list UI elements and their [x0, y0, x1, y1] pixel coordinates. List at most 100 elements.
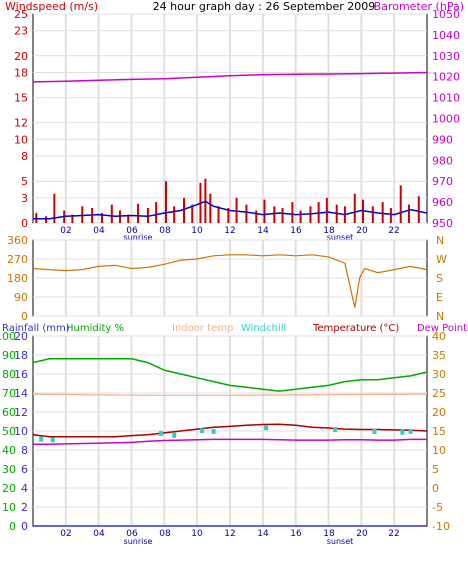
windchill-point	[50, 437, 55, 443]
windspeed-bar	[191, 204, 194, 223]
windspeed-tick-label: 8	[21, 150, 28, 163]
windspeed-tick-label: 5	[21, 175, 28, 188]
sunset-label: sunset	[327, 537, 354, 546]
humidity-tick-label: 50	[2, 425, 16, 438]
x-tick-label: 16	[290, 226, 302, 236]
windspeed-bar	[183, 197, 186, 223]
rainfall-tick-label: 18	[14, 349, 28, 362]
humidity-legend: Humidity %	[66, 323, 124, 334]
windspeed-bar	[273, 206, 276, 223]
temperature-tick-label: 30	[432, 368, 446, 381]
rainfall-tick-label: 16	[14, 368, 28, 381]
x-tick-label: 18	[323, 226, 335, 236]
rainfall-tick-label: 12	[14, 406, 28, 419]
windspeed-bar	[110, 204, 113, 223]
x-tick-label: 02	[60, 529, 71, 539]
humidity-tick-label: 80	[2, 368, 16, 381]
compass-tick-label: N	[436, 234, 444, 247]
barometer-line	[32, 71, 428, 83]
compass-tick-label: W	[436, 253, 447, 266]
rainfall-tick-label: 10	[14, 425, 28, 438]
windspeed-bar	[155, 202, 158, 223]
humidity-tick-label: 100	[0, 330, 16, 343]
direction-tick-label: 180	[7, 272, 28, 285]
sunrise-label: sunrise	[124, 233, 153, 242]
compass-tick-label: N	[436, 310, 444, 323]
barometer-tick-label: 980	[432, 154, 453, 167]
temperature-legend: Temperature (°C)	[312, 323, 399, 334]
indoor-temp-legend: Indoor temp	[172, 323, 233, 334]
indoor-temp-line	[32, 393, 428, 396]
windspeed-tick-label: 20	[14, 50, 28, 63]
windspeed-bar	[137, 203, 140, 223]
windspeed-bar	[417, 196, 420, 223]
windchill-point	[39, 436, 44, 442]
windspeed-bar	[399, 185, 402, 223]
rainfall-legend: Rainfall (mm)	[2, 323, 70, 334]
windspeed-bar	[353, 193, 356, 223]
x-tick-label: 14	[257, 529, 269, 539]
windspeed-bar	[45, 216, 48, 223]
barometer-tick-label: 970	[432, 175, 453, 188]
temperature-tick-label: 10	[432, 444, 446, 457]
humidity-tick-label: 40	[2, 444, 16, 457]
temperature-tick-label: 40	[432, 330, 446, 343]
temperature-tick-label: 5	[432, 463, 439, 476]
x-tick-label: 04	[93, 529, 105, 539]
windchill-point	[264, 425, 269, 431]
windchill-point	[400, 429, 405, 435]
data-series	[32, 71, 428, 527]
windspeed-bar	[100, 212, 103, 223]
barometer-tick-label: 1000	[432, 113, 460, 126]
humidity-tick-label: 0	[9, 520, 16, 533]
windchill-point	[159, 430, 164, 436]
x-tick-label: 12	[224, 529, 235, 539]
x-tick-label: 02	[60, 226, 71, 236]
x-tick-label: 22	[388, 226, 399, 236]
x-tick-label: 08	[159, 529, 171, 539]
wind-x-axis: 02 04 06 08 10 12 14 16 18 20 22 sunrise…	[60, 226, 399, 242]
windspeed-bar	[299, 210, 302, 223]
direction-tick-label: 360	[7, 234, 28, 247]
windspeed-tick-label: 12	[14, 117, 28, 130]
x-tick-label: 20	[356, 529, 368, 539]
windspeed-bar	[381, 202, 384, 223]
direction-tick-label: 270	[7, 253, 28, 266]
x-tick-label: 04	[93, 226, 105, 236]
sunrise-label: sunrise	[124, 537, 153, 546]
humidity-tick-label: 70	[2, 387, 16, 400]
windspeed-bar	[325, 197, 328, 223]
barometer-tick-label: 1010	[432, 92, 460, 105]
x-tick-label: 10	[191, 226, 203, 236]
rainfall-tick-label: 4	[21, 482, 28, 495]
sunset-label: sunset	[327, 233, 354, 242]
windspeed-bar	[209, 193, 212, 223]
rainfall-tick-label: 6	[21, 463, 28, 476]
x-tick-label: 08	[159, 226, 171, 236]
windspeed-bar	[164, 181, 167, 223]
windspeed-bar	[389, 207, 392, 223]
dew-point-line	[33, 438, 427, 446]
barometer-tick-label: 1050	[432, 8, 460, 21]
humidity-tick-label: 20	[2, 482, 16, 495]
windspeed-bar	[291, 202, 294, 223]
dewpoint-legend: Dew Point	[417, 323, 467, 334]
barometer-tick-label: 1030	[432, 50, 460, 63]
rainfall-tick-label: 14	[14, 387, 28, 400]
barometer-tick-label: 950	[432, 217, 453, 230]
windchill-point	[333, 427, 338, 433]
humidity-tick-label: 30	[2, 463, 16, 476]
windspeed-bar	[35, 212, 38, 223]
rainfall-tick-label: 20	[14, 330, 28, 343]
rainfall-tick-label: 0	[21, 520, 28, 533]
windspeed-bar	[217, 206, 220, 223]
x-tick-label: 18	[323, 529, 335, 539]
barometer-label: Barometer (hPa)	[374, 0, 464, 13]
x-tick-label: 10	[191, 529, 203, 539]
windspeed-bar	[81, 206, 84, 223]
axis-ticks: 0358101215182023259509609709809901000101…	[0, 8, 460, 533]
windspeed-bar	[146, 207, 149, 223]
temperature-tick-label: -5	[432, 501, 443, 514]
temperature-x-axis: 02 04 06 08 10 12 14 16 18 20 22 sunrise…	[60, 529, 399, 546]
